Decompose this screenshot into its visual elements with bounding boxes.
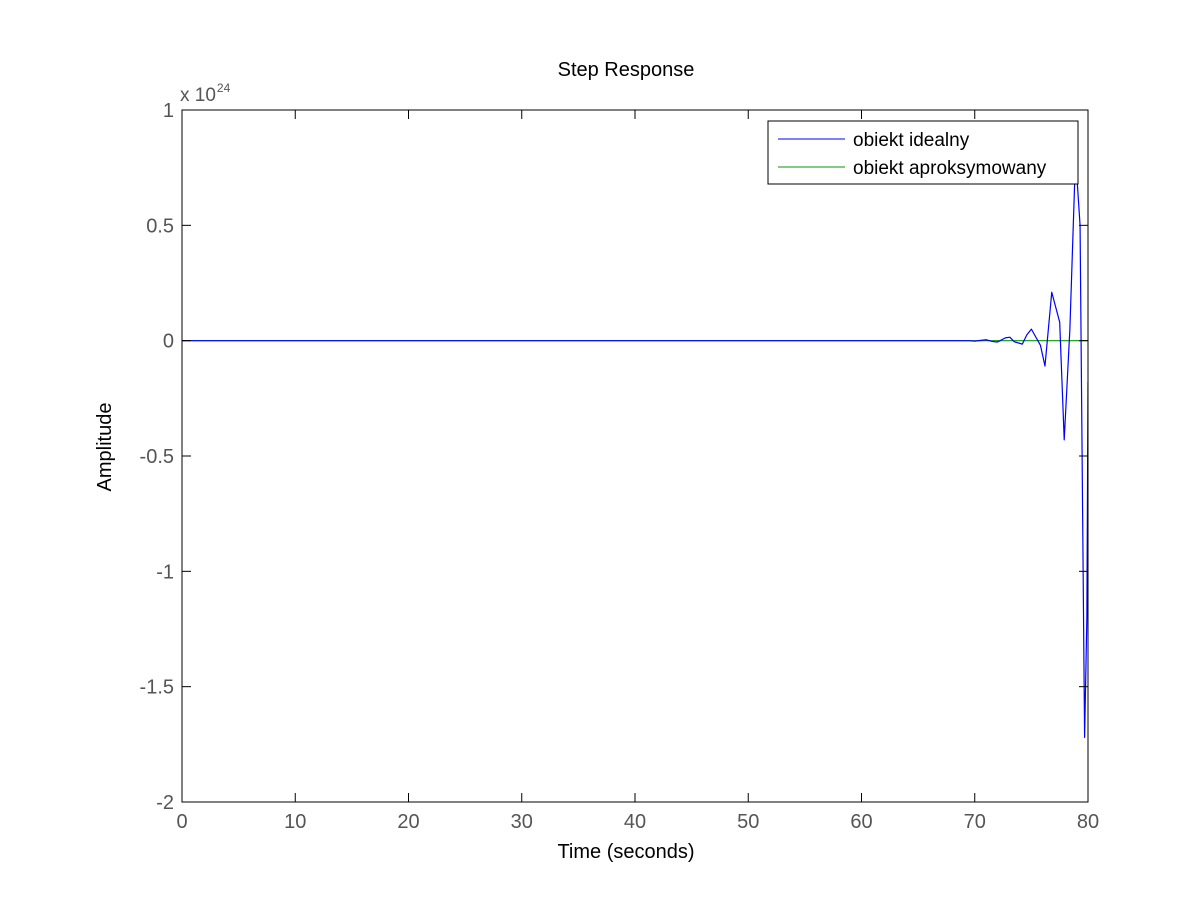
x-tick-label-40: 40 [624,811,646,833]
legend-label-obiekt-aproksymowany: obiekt aproksymowany [853,158,1047,179]
legend-label-obiekt-idealny: obiekt idealny [853,130,970,151]
y-tick-label-1: 1 [163,100,174,122]
y-scale-exponent: 24 [217,81,231,95]
y-tick-label-1: -1 [156,561,174,583]
x-tick-label-0: 0 [176,811,187,833]
x-tick-label-80: 80 [1077,811,1099,833]
y-ticks: -2 -1.5 -1 -0.5 0 0.5 1 [140,100,1088,814]
y-tick-label-0-5: -0.5 [140,446,174,468]
y-tick-label-2: -2 [156,792,174,814]
x-tick-label-20: 20 [397,811,419,833]
x-tick-label-60: 60 [850,811,872,833]
x-axis-label: Time (seconds) [557,841,694,863]
y-axis-label: Amplitude [94,403,116,492]
plot-area [182,110,1088,802]
y-scale-multiplier: x 1024 [180,81,231,106]
x-ticks: 0 10 20 30 40 50 60 70 80 [176,110,1099,833]
x-tick-label-30: 30 [511,811,533,833]
legend: obiekt idealny obiekt aproksymowany [767,120,1079,185]
legend-box [767,120,1079,185]
y-tick-label-0: 0 [163,331,174,353]
x-tick-label-70: 70 [964,811,986,833]
chart-title: Step Response [558,59,695,81]
x-tick-label-50: 50 [737,811,759,833]
y-tick-label-0-5: 0.5 [146,215,174,237]
x-tick-label-10: 10 [284,811,306,833]
y-scale-base: x 10 [180,85,216,106]
y-tick-label-1-5: -1.5 [140,677,174,699]
